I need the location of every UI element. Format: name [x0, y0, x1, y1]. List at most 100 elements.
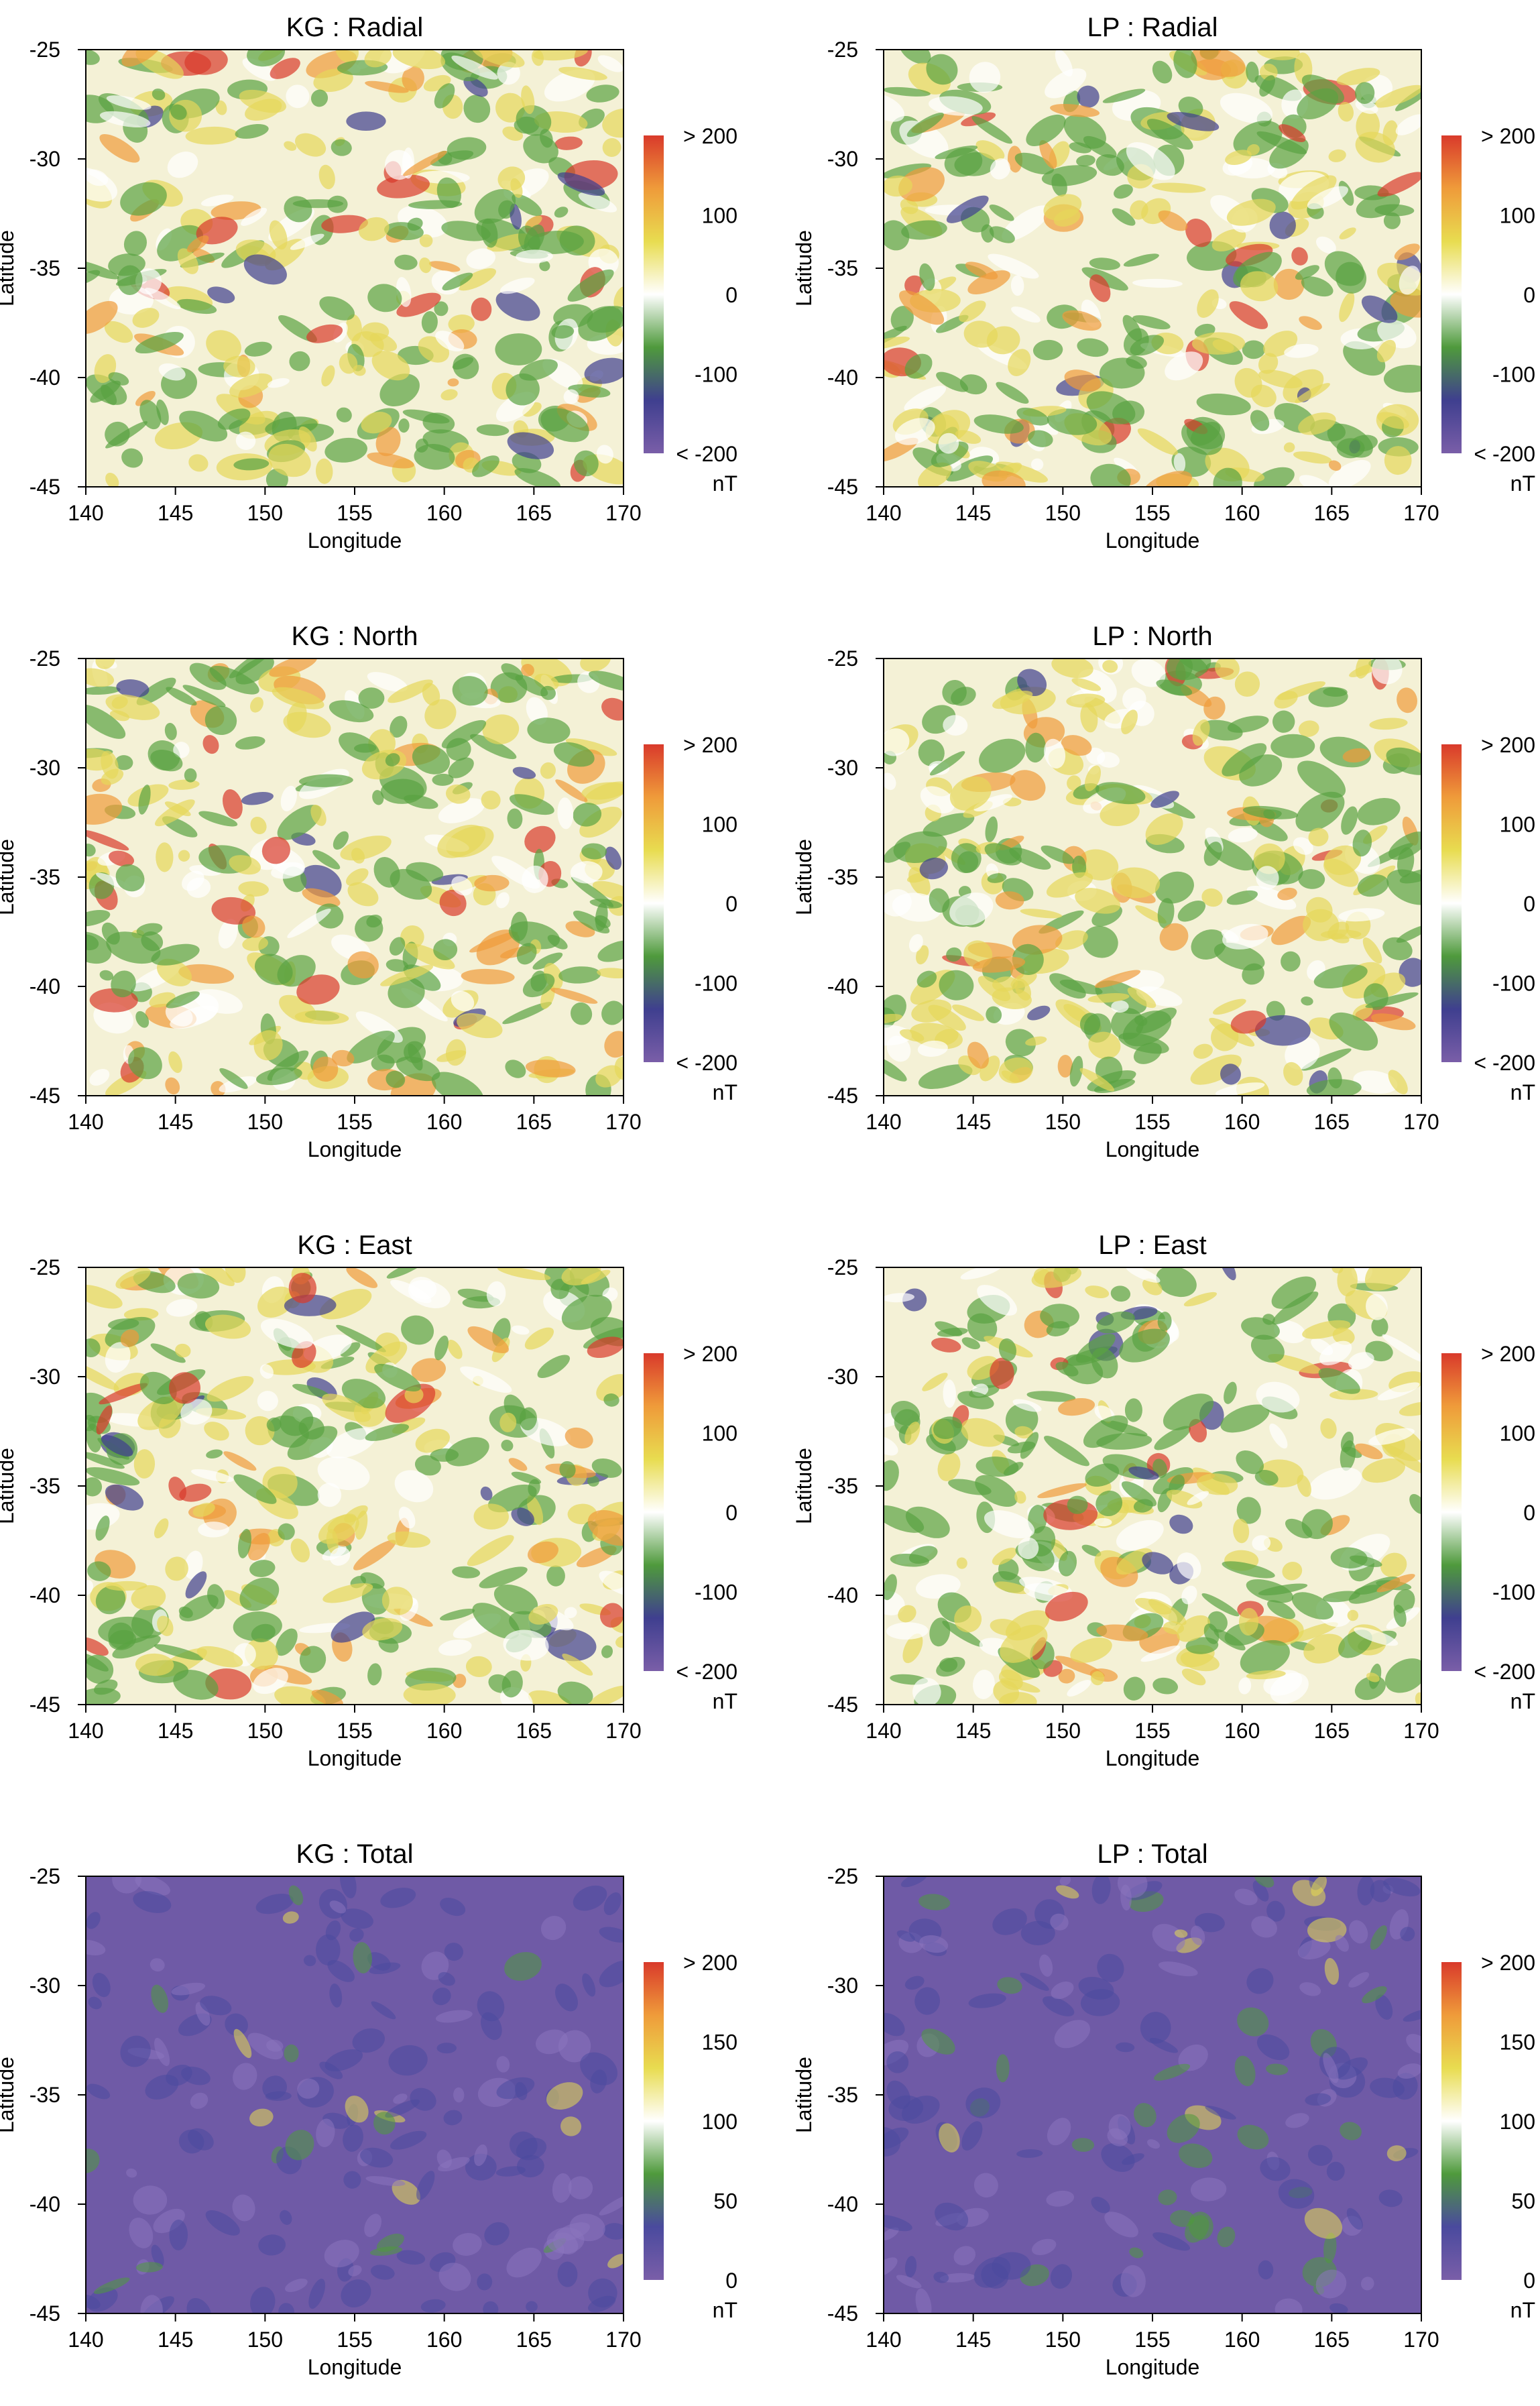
x-tick-label: 160: [1224, 2328, 1260, 2352]
field-blob: [1234, 671, 1260, 697]
field-blob: [329, 1547, 351, 1566]
field-blob: [324, 437, 367, 463]
field-blob: [977, 1285, 1018, 1316]
field-blob: [469, 931, 518, 953]
field-blob: [1167, 2114, 1200, 2143]
field-blob: [294, 1010, 349, 1025]
field-blob: [287, 908, 331, 938]
field-blob: [1295, 791, 1345, 832]
field-blob: [603, 2223, 624, 2240]
field-blob: [217, 408, 251, 430]
field-blob: [182, 870, 204, 891]
heatmap-field: [86, 1876, 624, 2313]
field-blob: [445, 1039, 467, 1066]
field-blob: [967, 1313, 998, 1342]
panel-title: KG : Radial: [286, 13, 424, 42]
field-blob: [247, 1533, 270, 1561]
field-blob: [1046, 2190, 1075, 2207]
field-blob: [1016, 2149, 1043, 2158]
field-blob: [1017, 669, 1047, 697]
field-blob: [886, 1622, 929, 1640]
field-blob: [582, 1973, 596, 1997]
field-blob: [1097, 1953, 1124, 1982]
field-blob: [319, 2061, 343, 2079]
field-blob: [1237, 2007, 1269, 2037]
field-blob: [939, 970, 974, 1000]
heatmap-field: [884, 50, 1421, 487]
field-blob: [1102, 89, 1146, 103]
field-blob: [1368, 1428, 1415, 1446]
field-blob: [1126, 1267, 1161, 1283]
field-blob: [1340, 2122, 1362, 2140]
field-blob: [99, 111, 151, 128]
field-blob: [411, 1358, 447, 1383]
field-blob: [929, 96, 983, 116]
field-blob: [1110, 1285, 1131, 1302]
field-blob: [319, 1289, 372, 1320]
field-blob: [998, 1057, 1033, 1084]
field-blob: [510, 203, 522, 230]
field-blob: [432, 773, 454, 786]
field-blob: [277, 805, 322, 840]
field-blob: [930, 751, 965, 776]
field-blob: [613, 286, 624, 309]
panel-lp-total: LP : Total 140 145 150 155 160 165 170 Longitude…: [792, 1839, 1535, 2379]
colorbar-tick-label: 0: [1523, 2269, 1535, 2293]
field-blob: [1050, 2264, 1073, 2289]
field-blob: [601, 1645, 613, 1658]
field-blob: [476, 424, 510, 437]
field-blob: [1246, 61, 1259, 83]
field-blob: [1018, 1537, 1039, 1560]
x-tick-label: 145: [158, 2328, 193, 2352]
field-blob: [1005, 1029, 1036, 1057]
field-blob: [1252, 1880, 1269, 1902]
field-blob: [238, 881, 269, 897]
field-blob: [121, 50, 164, 67]
field-blob: [495, 333, 542, 365]
x-tick-label: 140: [68, 501, 103, 525]
field-blob: [1169, 2210, 1195, 2227]
field-blob: [1089, 274, 1111, 302]
field-blob: [1386, 869, 1421, 905]
field-blob: [1008, 349, 1031, 376]
field-blob: [1372, 658, 1403, 685]
field-blob: [145, 288, 181, 310]
field-blob: [1000, 1625, 1048, 1663]
field-blob: [1354, 1627, 1399, 1646]
field-blob: [1158, 210, 1188, 231]
field-blob: [1124, 1398, 1142, 1422]
field-blob: [86, 686, 121, 695]
field-blob: [479, 1566, 528, 1589]
field-blob: [486, 1281, 506, 1307]
field-blob: [1093, 1517, 1112, 1527]
field-blob: [331, 1611, 375, 1643]
field-blob: [1005, 1403, 1039, 1436]
field-blob: [1301, 1048, 1352, 1071]
field-blob: [133, 1449, 156, 1479]
field-blob: [1281, 951, 1301, 972]
field-blob: [1375, 1994, 1393, 2020]
field-blob: [1366, 1294, 1388, 1320]
field-blob: [558, 966, 601, 984]
field-blob: [343, 2171, 361, 2189]
field-blob: [86, 1467, 140, 1486]
y-axis-label: Latitude: [0, 839, 18, 915]
field-blob: [918, 739, 945, 766]
field-blob: [994, 1581, 1030, 1595]
field-blob: [375, 426, 401, 457]
field-blob: [1081, 267, 1128, 291]
field-blob: [229, 855, 261, 875]
field-blob: [241, 207, 268, 226]
field-blob: [1256, 1381, 1300, 1413]
field-blob: [933, 2271, 949, 2283]
x-axis-label: Longitude: [308, 2355, 402, 2379]
field-blob: [120, 182, 167, 216]
field-blob: [1339, 292, 1355, 323]
field-blob: [355, 1510, 368, 1540]
field-blob: [404, 943, 455, 970]
panel-title: LP : Radial: [1087, 13, 1218, 42]
field-blob: [506, 373, 540, 406]
x-tick-label: 170: [605, 2328, 641, 2352]
field-blob: [242, 915, 265, 938]
field-blob: [1239, 1607, 1259, 1636]
